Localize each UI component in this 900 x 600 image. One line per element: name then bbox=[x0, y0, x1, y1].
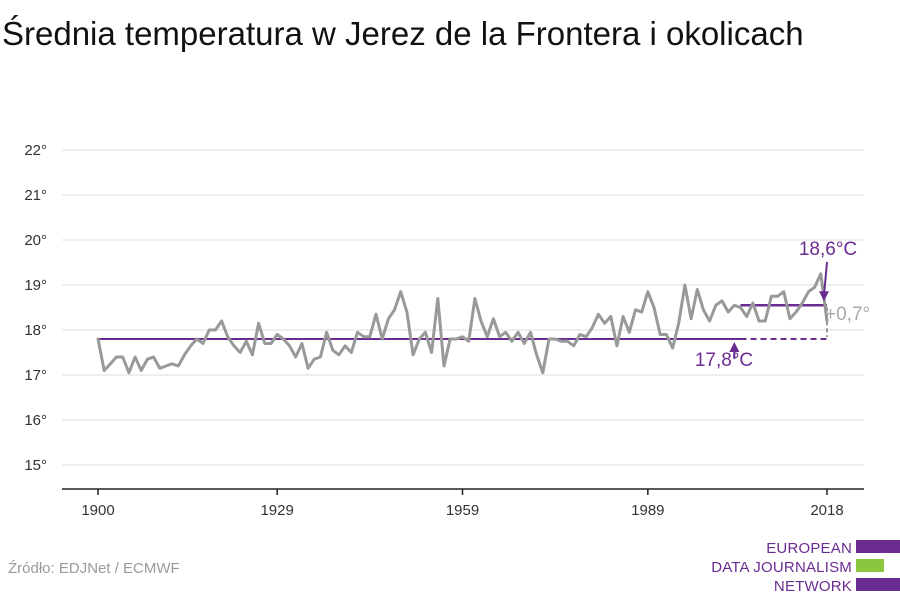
y-tick-label: 21° bbox=[24, 187, 47, 204]
y-tick-label: 18° bbox=[24, 322, 47, 339]
x-tick-label: 1989 bbox=[631, 502, 664, 519]
annotations: 18,6°C 17,8°C +0,7° bbox=[695, 239, 870, 371]
recent-average-label: 18,6°C bbox=[799, 239, 857, 260]
temperature-series-line bbox=[96, 272, 829, 375]
x-tick-label: 1929 bbox=[260, 502, 293, 519]
recent-average-arrowhead bbox=[819, 291, 829, 302]
difference-label: +0,7° bbox=[825, 304, 870, 325]
logo-bar-purple-bottom bbox=[856, 578, 900, 591]
grid-lines bbox=[62, 149, 864, 466]
edjnet-logo-text: EUROPEAN DATA JOURNALISM NETWORK bbox=[711, 539, 852, 596]
y-axis-labels: 15° 16° 17° 18° 19° 20° 21° 22° bbox=[24, 142, 47, 474]
baseline-average-label: 17,8°C bbox=[695, 350, 753, 371]
recent-average-arrow bbox=[823, 261, 828, 296]
y-tick-label: 19° bbox=[24, 277, 47, 294]
y-tick-label: 15° bbox=[24, 457, 47, 474]
y-tick-label: 16° bbox=[24, 412, 47, 429]
logo-bar-green bbox=[856, 559, 884, 572]
edjnet-logo-bars bbox=[856, 540, 900, 597]
y-tick-label: 22° bbox=[24, 142, 47, 159]
chart-title: Średnia temperatura w Jerez de la Fronte… bbox=[2, 15, 804, 52]
x-tick-label: 1900 bbox=[81, 502, 114, 519]
x-axis: 1900 1929 1959 1989 2018 bbox=[81, 489, 844, 519]
logo-line-1: EUROPEAN bbox=[766, 540, 852, 557]
source-credit: Źródło: EDJNet / ECMWF bbox=[8, 560, 180, 577]
logo-bar-purple-top bbox=[856, 540, 900, 553]
x-tick-label: 1959 bbox=[446, 502, 479, 519]
y-tick-label: 20° bbox=[24, 232, 47, 249]
baseline-average-arrowhead bbox=[729, 342, 740, 352]
y-tick-label: 17° bbox=[24, 367, 47, 384]
logo-line-3: NETWORK bbox=[773, 578, 852, 595]
x-tick-label: 2018 bbox=[810, 502, 843, 519]
logo-line-2: DATA JOURNALISM bbox=[711, 559, 852, 576]
